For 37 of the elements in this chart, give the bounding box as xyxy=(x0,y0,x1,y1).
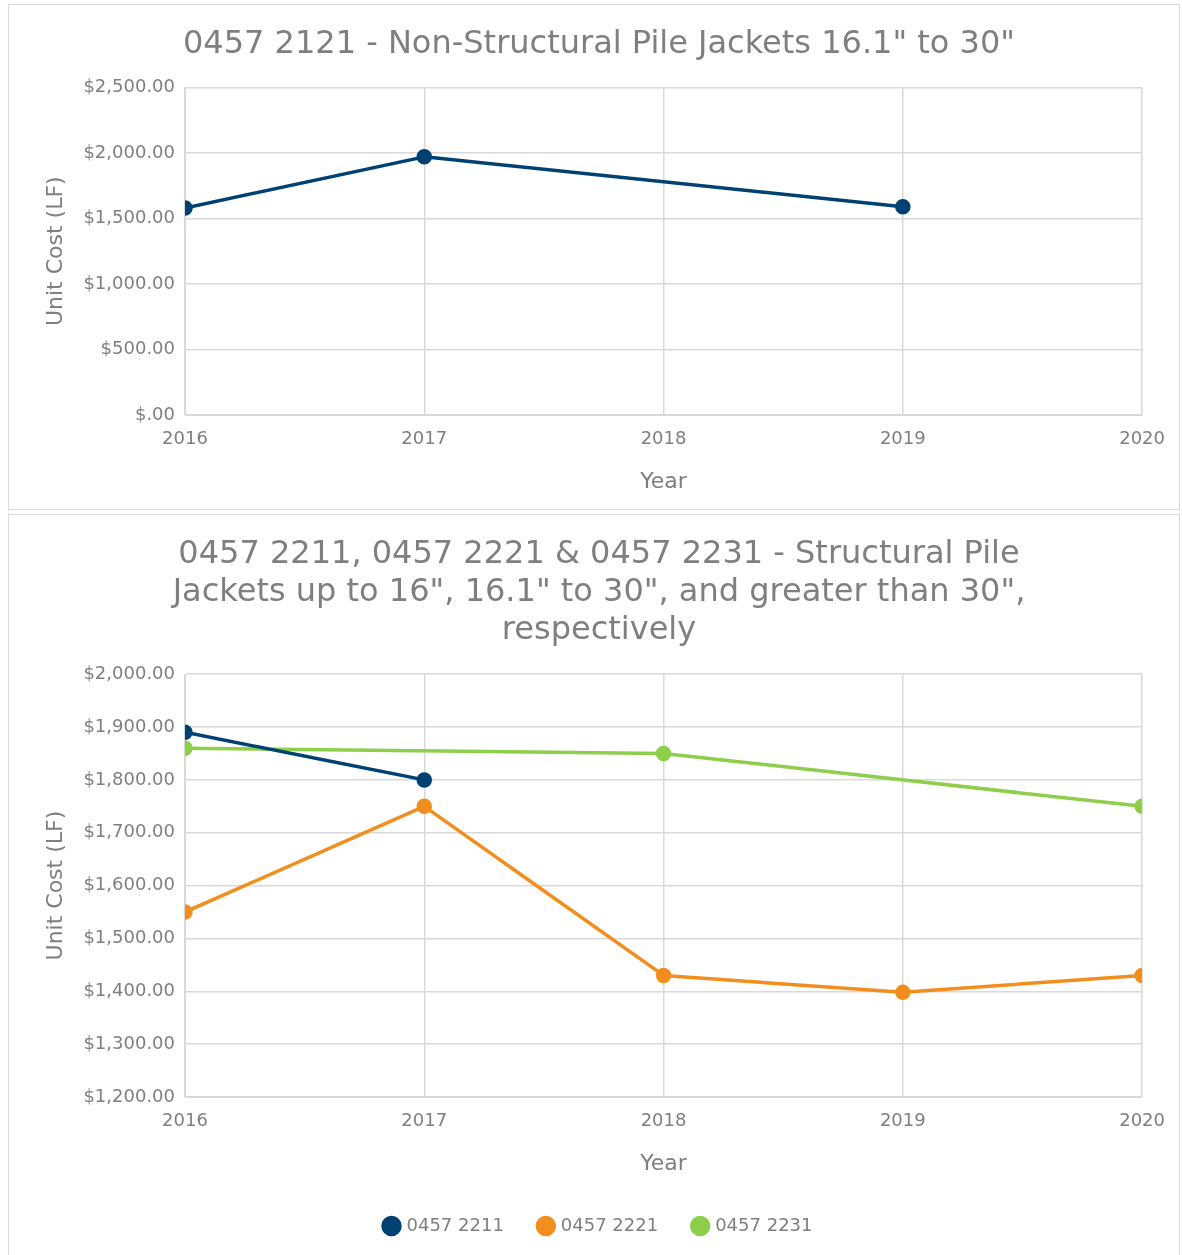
point xyxy=(655,967,672,984)
y-tick-label: $1,400.00 xyxy=(83,978,176,1000)
y-tick-label: $1,000.00 xyxy=(83,271,176,293)
x-axis-title: Year xyxy=(639,467,688,493)
y-tick-label: $1,700.00 xyxy=(83,820,176,842)
y-axis-title: Unit Cost (LF) xyxy=(41,810,67,961)
legend-label: 0457 2211 xyxy=(406,1213,504,1235)
y-tick-label: $.00 xyxy=(134,402,176,424)
x-tick-label: 2018 xyxy=(640,427,687,449)
x-tick-label: 2019 xyxy=(879,1109,926,1131)
y-tick-label: $1,500.00 xyxy=(83,926,176,948)
point xyxy=(895,984,911,1001)
y-tick-label: $1,600.00 xyxy=(83,873,176,895)
chart-title: 0457 2121 - Non-Structural Pile Jackets 16.1" to 30" xyxy=(182,22,1016,61)
y-axis-title: Unit Cost (LF) xyxy=(41,176,67,327)
y-tick-label: $2,000.00 xyxy=(83,140,176,162)
y-tick-label: $1,800.00 xyxy=(83,767,176,789)
point xyxy=(416,798,433,815)
y-tick-label: $1,300.00 xyxy=(83,1031,176,1053)
legend-label: 0457 2221 xyxy=(560,1213,659,1235)
x-tick-label: 2020 xyxy=(1119,1109,1165,1131)
y-tick-label: $2,000.00 xyxy=(83,661,176,683)
x-tick-label: 2017 xyxy=(401,427,448,449)
y-tick-label: $1,900.00 xyxy=(83,714,176,736)
x-tick-label: 2016 xyxy=(162,427,208,449)
y-tick-label: $1,200.00 xyxy=(83,1084,176,1106)
chart-title: 0457 2211, 0457 2221 & 0457 2231 - Structural Pile Jackets up to 16", 16.1" to 30", and greater than 30", respectively xyxy=(170,532,1026,648)
y-tick-label: $2,500.00 xyxy=(83,75,176,97)
y-tick-label: $500.00 xyxy=(100,337,176,359)
x-tick-label: 2020 xyxy=(1119,427,1165,449)
x-tick-label: 2019 xyxy=(879,427,926,449)
x-tick-label: 2017 xyxy=(401,1109,448,1131)
y-tick-label: $1,500.00 xyxy=(83,206,176,228)
x-axis-title: Year xyxy=(639,1149,688,1175)
legend-label: 0457 2231 xyxy=(715,1213,813,1235)
x-tick-label: 2018 xyxy=(640,1109,687,1131)
x-tick-label: 2016 xyxy=(162,1109,208,1131)
